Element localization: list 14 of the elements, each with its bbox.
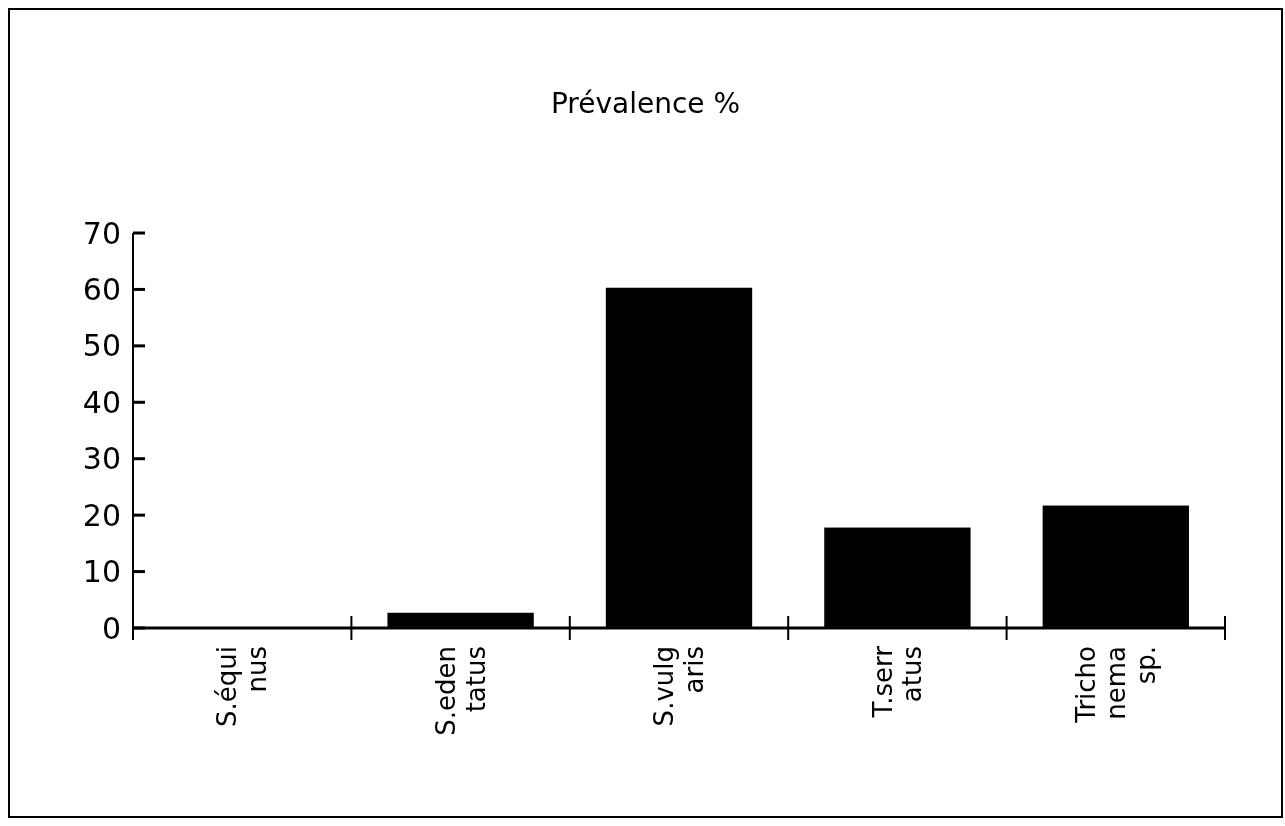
chart-title: Prévalence % (550, 87, 741, 120)
y-tick-label: 70 (82, 215, 121, 251)
y-tick-label: 50 (82, 328, 121, 364)
y-tick-label: 60 (82, 271, 121, 307)
x-tick-label: S.équi nus (212, 646, 273, 727)
y-tick-label: 20 (82, 497, 121, 533)
y-tick-label: 30 (82, 441, 121, 477)
y-tick-label: 10 (82, 554, 121, 590)
x-tick-label: T.serr atus (867, 645, 928, 719)
x-tick-label: S.eden tatus (430, 646, 491, 736)
y-tick-label: 0 (101, 610, 121, 646)
x-tick-label: Tricho nema sp. (1070, 646, 1161, 724)
x-tick-label: S.vulg aris (649, 646, 710, 727)
y-tick-label: 40 (82, 384, 121, 420)
